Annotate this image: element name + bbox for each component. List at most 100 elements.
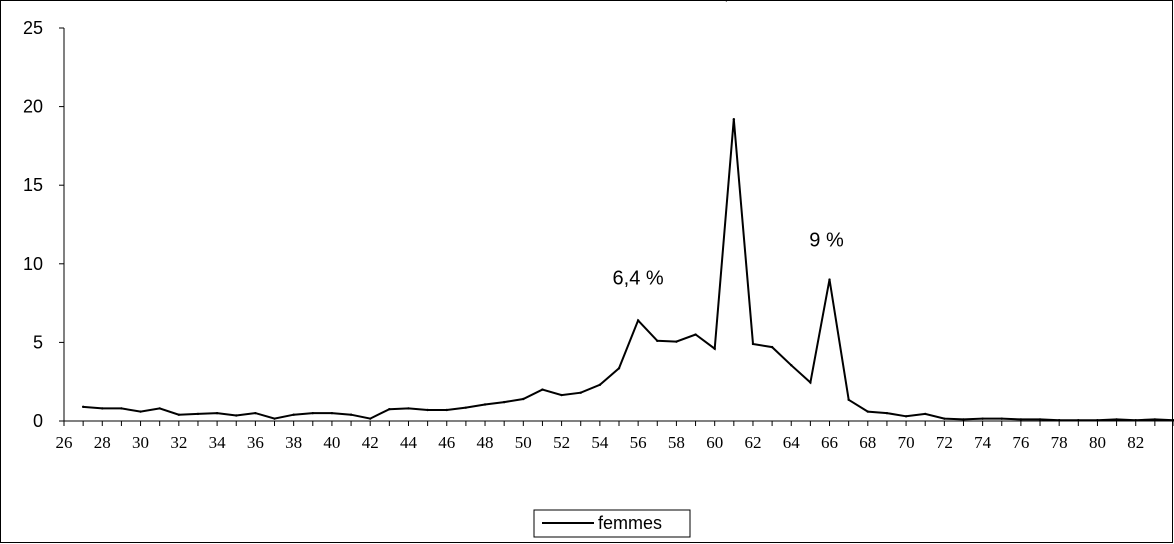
data-point	[770, 345, 774, 349]
data-label: 6,4 %	[613, 267, 664, 289]
data-point	[790, 363, 793, 367]
data-point	[177, 413, 181, 416]
data-point	[962, 418, 965, 421]
data-point	[311, 411, 314, 415]
x-tick-label: 30	[132, 433, 149, 452]
data-point	[349, 413, 353, 416]
data-point	[943, 417, 946, 420]
data-point	[445, 408, 448, 412]
series-line-femmes	[83, 119, 1174, 422]
data-point	[502, 400, 506, 404]
data-point	[196, 412, 200, 416]
data-point	[101, 407, 104, 410]
data-point	[388, 408, 391, 411]
x-tick-label: 46	[438, 433, 455, 452]
x-tick-label: 40	[323, 433, 340, 452]
data-point	[1057, 419, 1061, 422]
data-point	[215, 411, 219, 415]
data-point	[924, 412, 927, 416]
legend: femmes	[533, 509, 691, 538]
x-tick-label: 62	[744, 433, 761, 452]
data-point	[464, 406, 468, 409]
x-tick-label: 42	[362, 433, 379, 452]
x-tick-label: 34	[209, 433, 227, 452]
data-point	[675, 340, 678, 343]
data-point	[598, 383, 602, 387]
data-point	[904, 415, 908, 418]
x-axis: 26 28 30 32 34 36 38 40 42 44 46 48 50 52 54 56 58 60 62 64…	[56, 420, 1174, 452]
data-point	[981, 417, 984, 420]
data-point	[694, 333, 697, 336]
data-point	[483, 403, 487, 406]
data-label: 9 %	[809, 230, 844, 252]
x-tick-label: 72	[936, 433, 953, 452]
y-tick-label: 0	[33, 411, 43, 431]
data-point	[235, 414, 238, 417]
y-tick-label: 5	[33, 332, 43, 352]
y-tick-label: 15	[23, 175, 43, 195]
data-point	[560, 393, 563, 397]
data-point	[426, 408, 429, 412]
data-point	[1077, 419, 1080, 422]
data-point	[732, 117, 736, 121]
x-tick-label: 26	[56, 433, 73, 452]
x-tick-label: 66	[821, 433, 838, 452]
data-point	[158, 407, 161, 410]
x-tick-label: 36	[247, 433, 264, 452]
x-tick-label: 68	[859, 433, 876, 452]
x-tick-label: 56	[630, 433, 647, 452]
data-point	[330, 411, 334, 415]
x-tick-label: 58	[668, 433, 685, 452]
x-tick-label: 82	[1127, 433, 1144, 452]
legend-label-femmes: femmes	[598, 513, 662, 533]
data-point	[139, 410, 142, 413]
series-layer	[81, 117, 1174, 422]
data-label: 19,2 %	[702, 0, 764, 4]
x-tick-label: 48	[477, 433, 494, 452]
x-tick-label: 54	[591, 433, 609, 452]
data-point	[847, 398, 850, 401]
data-point	[254, 411, 257, 415]
data-point	[809, 381, 812, 384]
data-point	[1038, 418, 1042, 421]
x-tick-label: 60	[706, 433, 723, 452]
x-tick-label: 74	[974, 433, 992, 452]
x-tick-label: 70	[898, 433, 915, 452]
x-tick-label: 38	[285, 433, 302, 452]
data-point	[751, 342, 755, 346]
data-point	[1115, 418, 1118, 421]
data-point	[1000, 417, 1003, 420]
x-tick-label: 50	[515, 433, 532, 452]
data-point	[81, 405, 85, 409]
data-point	[1096, 419, 1099, 422]
data-point	[617, 367, 621, 370]
data-point	[541, 388, 544, 391]
x-tick-label: 28	[94, 433, 111, 452]
data-point	[273, 417, 276, 420]
data-point	[636, 319, 640, 322]
data-point	[1153, 418, 1157, 421]
data-point	[120, 407, 123, 410]
data-point	[866, 410, 869, 413]
data-point	[579, 391, 582, 394]
x-tick-label: 78	[1051, 433, 1068, 452]
data-point	[885, 411, 889, 415]
data-point	[1134, 419, 1137, 422]
data-point	[292, 413, 295, 416]
x-tick-label: 32	[170, 433, 187, 452]
data-point	[369, 417, 372, 420]
x-tick-label: 64	[783, 433, 801, 452]
x-tick-label: 80	[1089, 433, 1106, 452]
data-point	[1019, 418, 1023, 421]
x-tick-label: 44	[400, 433, 418, 452]
x-tick-label: 76	[1012, 433, 1029, 452]
x-tick-label: 52	[553, 433, 570, 452]
annotation-layer: 6,4 % 19,2 % 9 %	[613, 0, 844, 289]
data-point	[828, 278, 831, 281]
y-tick-label: 20	[23, 97, 43, 117]
y-tick-label: 25	[23, 18, 43, 38]
data-point	[407, 407, 410, 410]
data-point	[656, 339, 659, 343]
